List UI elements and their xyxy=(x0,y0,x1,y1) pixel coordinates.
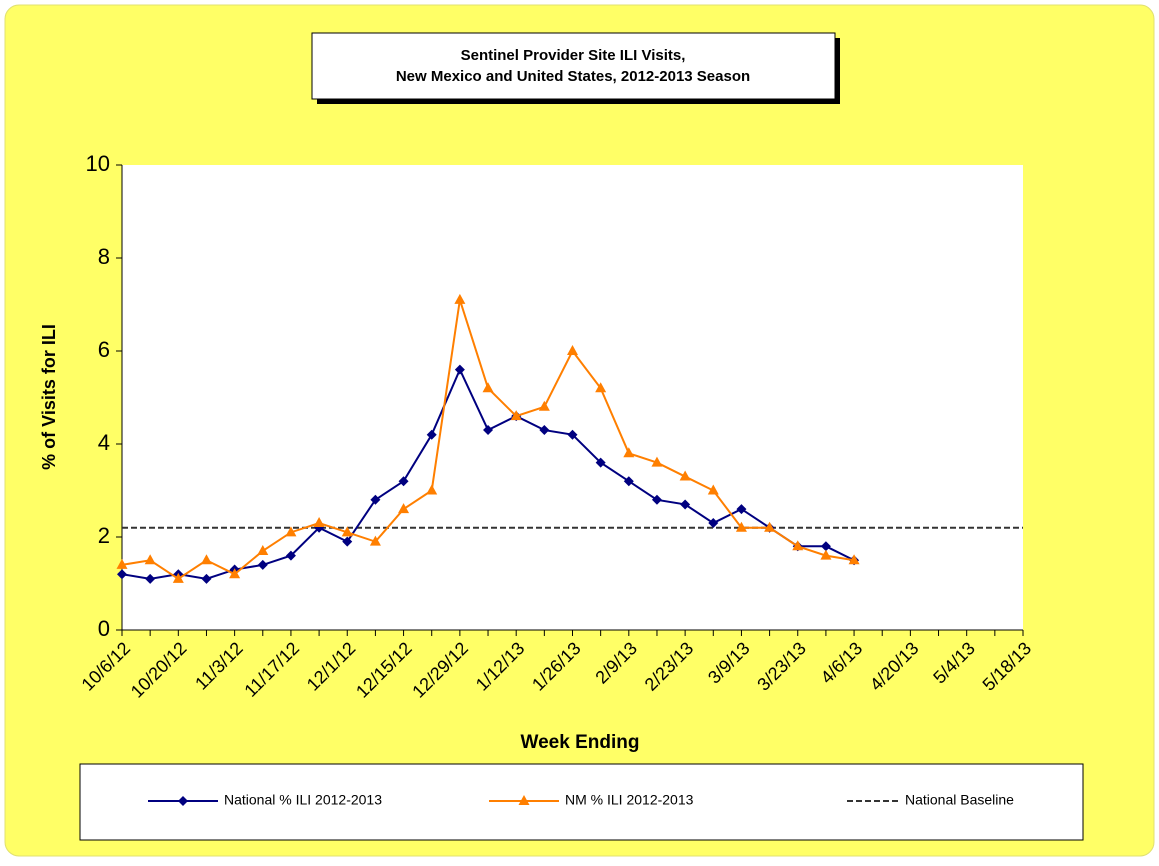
y-tick-label: 4 xyxy=(98,430,110,455)
legend-marker xyxy=(518,795,530,805)
data-point xyxy=(651,456,663,467)
legend xyxy=(79,763,1084,841)
y-tick-label: 6 xyxy=(98,337,110,362)
data-point xyxy=(595,382,607,393)
data-point xyxy=(538,400,550,411)
data-point xyxy=(426,484,438,495)
data-point xyxy=(539,425,550,436)
plot-area xyxy=(122,165,1023,630)
data-point xyxy=(117,569,127,580)
y-tick-label: 2 xyxy=(98,523,110,548)
y-tick-label: 0 xyxy=(98,616,110,641)
data-point xyxy=(257,544,269,555)
data-point xyxy=(341,526,353,537)
data-point xyxy=(651,494,662,505)
data-point xyxy=(200,554,212,565)
chart-title: Sentinel Provider Site ILI Visits, xyxy=(461,47,686,64)
data-point xyxy=(483,425,494,436)
data-point xyxy=(369,535,381,546)
data-point xyxy=(736,504,747,515)
data-point xyxy=(567,345,578,355)
data-point xyxy=(510,410,522,421)
data-point xyxy=(735,521,747,532)
data-point xyxy=(482,382,494,393)
data-point xyxy=(680,499,691,510)
data-point xyxy=(708,518,719,529)
data-point xyxy=(116,558,128,569)
data-point xyxy=(595,457,606,468)
data-point xyxy=(679,470,691,481)
legend-label: National Baseline xyxy=(905,792,1014,808)
data-point xyxy=(229,568,241,579)
data-point xyxy=(370,494,381,505)
y-tick-label: 10 xyxy=(86,151,110,176)
legend-label: NM % ILI 2012-2013 xyxy=(565,792,694,808)
data-point xyxy=(454,293,466,304)
data-point xyxy=(764,521,776,532)
title-box xyxy=(311,32,836,100)
data-point xyxy=(623,476,634,487)
data-point xyxy=(145,573,156,584)
data-point xyxy=(820,541,831,552)
data-point xyxy=(257,559,268,570)
data-point xyxy=(848,554,860,565)
data-point xyxy=(792,540,804,551)
y-tick-label: 8 xyxy=(98,244,110,269)
y-axis-title: % of Visits for ILI xyxy=(39,324,59,470)
legend-marker xyxy=(178,796,188,806)
data-point xyxy=(342,536,353,547)
data-point xyxy=(201,573,212,584)
x-axis-title: Week Ending xyxy=(521,732,640,753)
data-point xyxy=(285,550,296,561)
data-point xyxy=(567,429,578,440)
chart-subtitle: New Mexico and United States, 2012-2013 … xyxy=(396,68,750,85)
data-point xyxy=(144,554,156,565)
data-point xyxy=(172,572,184,583)
data-point xyxy=(398,476,409,487)
data-point xyxy=(454,364,465,375)
data-point xyxy=(426,429,437,440)
data-point xyxy=(623,447,635,458)
data-point xyxy=(707,484,719,495)
data-point xyxy=(398,503,410,514)
data-point xyxy=(820,549,832,560)
legend-label: National % ILI 2012-2013 xyxy=(224,792,382,808)
data-point xyxy=(285,526,297,537)
data-point xyxy=(313,517,325,528)
